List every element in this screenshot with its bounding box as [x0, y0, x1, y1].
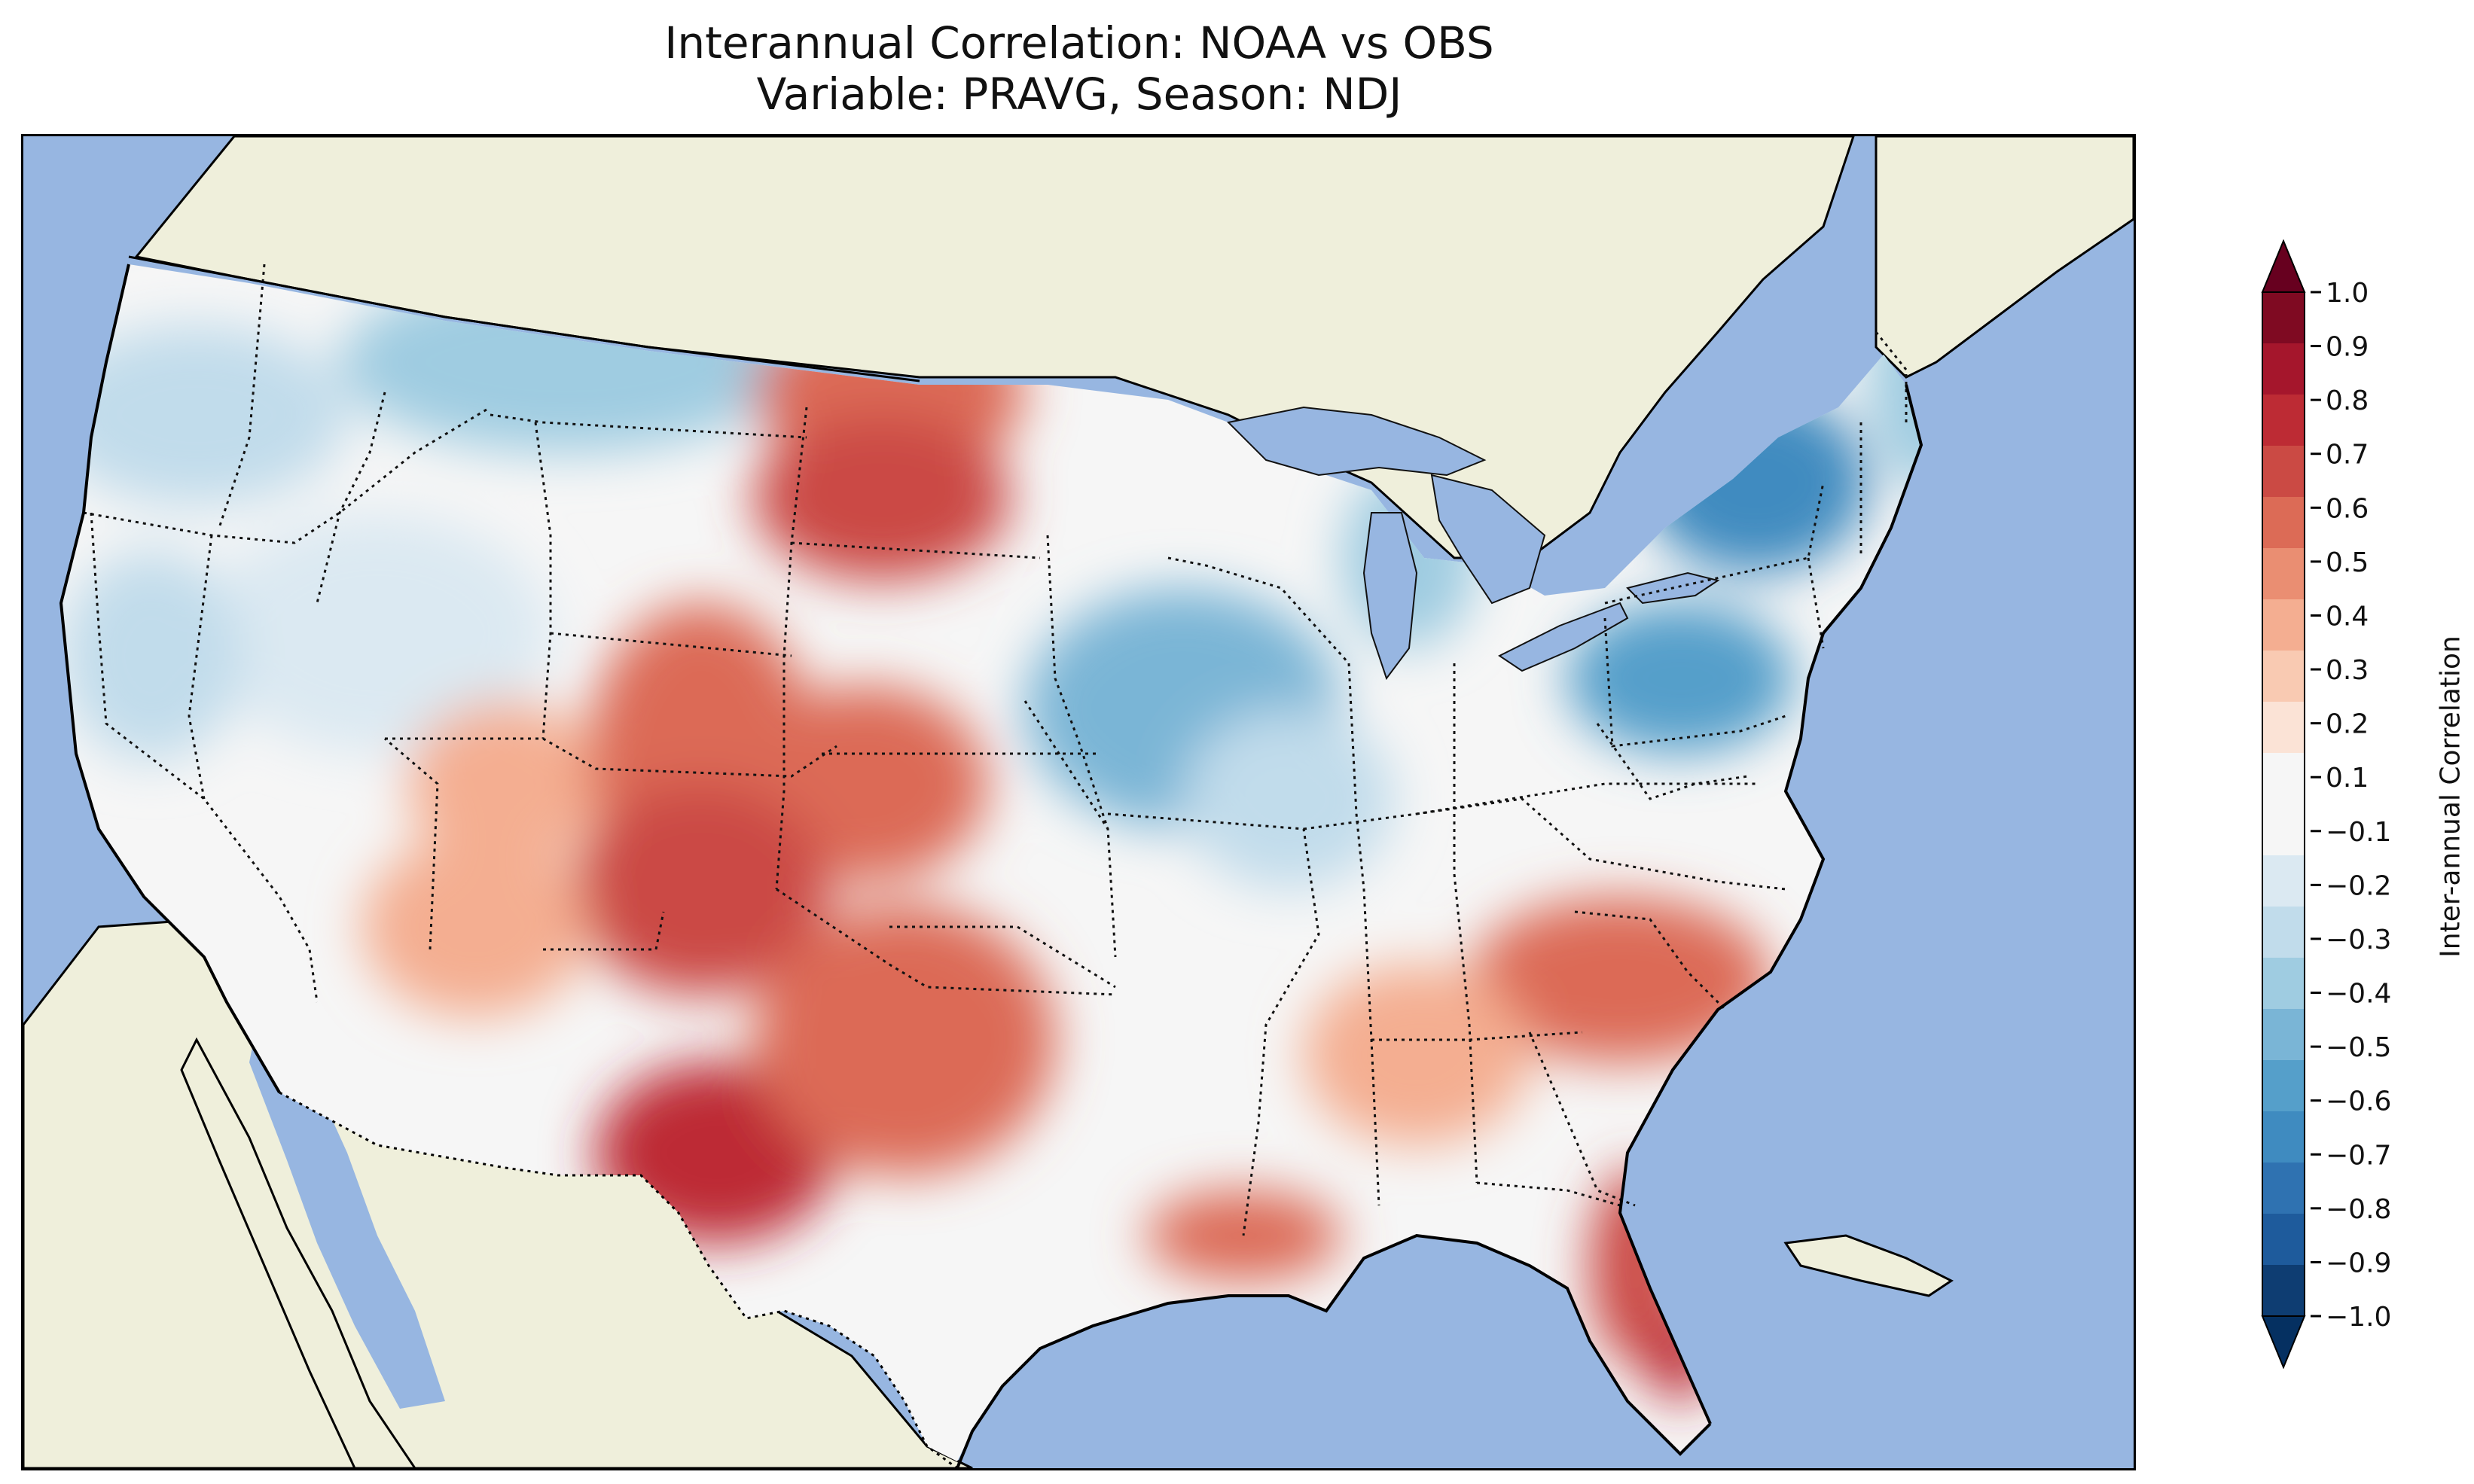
colorbar-band [2262, 1214, 2305, 1265]
correlation-region-northern-california [61, 550, 242, 761]
colorbar-band [2262, 1060, 2305, 1111]
colorbar-tick-label: 0.6 [2326, 493, 2369, 524]
colorbar-tick-label: −0.8 [2326, 1194, 2391, 1225]
map-panel[interactable] [21, 134, 2136, 1470]
colorbar [2261, 239, 2306, 1369]
colorbar-tick-label: 0.1 [2326, 763, 2369, 794]
colorbar-tick-label: −0.1 [2326, 817, 2391, 848]
colorbar-band [2262, 1111, 2305, 1163]
colorbar-band [2262, 395, 2305, 446]
colorbar-tick-label: −0.4 [2326, 979, 2391, 1010]
colorbar-band [2262, 599, 2305, 651]
colorbar-tick-label: 0.7 [2326, 440, 2369, 471]
colorbar-tick-label: −0.6 [2326, 1086, 2391, 1117]
colorbar-tick-label: 0.9 [2326, 332, 2369, 363]
colorbar-tick-label: −0.2 [2326, 870, 2391, 901]
lake-erie [1498, 602, 1629, 672]
colorbar-band [2262, 497, 2305, 548]
state-borders [83, 264, 1908, 1236]
correlation-region-utah [407, 701, 603, 867]
baja-peninsula [180, 1037, 416, 1468]
colorbar-label: Inter-annual Correlation [2435, 635, 2466, 958]
correlation-region-south-dakota [754, 415, 1010, 580]
lake-michigan [1362, 512, 1418, 681]
colorbar-band [2262, 753, 2305, 855]
map-svg [23, 136, 2134, 1468]
correlation-region-alabama-mississippi [1304, 964, 1530, 1145]
correlation-region-illinois-indiana [1183, 708, 1394, 889]
colorbar-tick-label: −0.3 [2326, 925, 2391, 955]
colorbar-tick-label: −0.7 [2326, 1140, 2391, 1171]
correlation-region-pacific-northwest [61, 325, 347, 505]
colorbar-ticks: 1.0 0.9 0.8 0.7 0.6 0.5 0.4 0.3 0.2 0.1 −0.1 −0.2 −0… [2311, 278, 2391, 1333]
colorbar-band [2262, 855, 2305, 907]
colorbar-tick-label: 1.0 [2326, 278, 2369, 309]
colorbar-tick-label: 0.8 [2326, 385, 2369, 416]
colorbar-band [2262, 907, 2305, 958]
maritimes-landmass [1875, 136, 2134, 379]
correlation-region-new-mexico [573, 784, 829, 995]
colorbar-band [2262, 651, 2305, 702]
colorbar-band [2262, 446, 2305, 497]
us-coastline [59, 264, 1923, 1468]
colorbar-band [2262, 958, 2305, 1009]
lake-superior [1226, 406, 1487, 477]
colorbar-tick-label: 0.3 [2326, 655, 2369, 686]
colorbar-band [2262, 292, 2305, 343]
correlation-region-pennsylvania [1567, 603, 1793, 754]
correlation-region-central-texas [754, 904, 1055, 1175]
colorbar-tick-label: 0.2 [2326, 709, 2369, 740]
chart-title-line-1: Interannual Correlation: NOAA vs OBS [664, 17, 1494, 69]
cuba-island [1783, 1234, 1954, 1297]
colorbar-tick-label: −0.9 [2326, 1248, 2391, 1278]
correlation-region-arizona [362, 836, 588, 1017]
colorbar-band [2262, 702, 2305, 753]
colorbar-band [2262, 343, 2305, 395]
canada-border [128, 255, 920, 382]
colorbar-band [2262, 548, 2305, 599]
colorbar-tick-label: 0.4 [2326, 601, 2369, 632]
mexico-border [279, 1091, 958, 1468]
colorbar-band [2262, 1009, 2305, 1060]
correlation-region-new-york [1643, 392, 1868, 573]
colorbar-band [2262, 1163, 2305, 1214]
correlation-region-carolinas-georgia [1469, 897, 1771, 1062]
lake-huron [1430, 474, 1546, 605]
colorbar-tick-label: −1.0 [2326, 1302, 2391, 1333]
colorbar-tick-label: 0.5 [2326, 547, 2369, 578]
chart-title-line-2: Variable: PRAVG, Season: NDJ [756, 69, 1402, 120]
colorbar-tick-label: −0.5 [2326, 1032, 2391, 1063]
correlation-region-great-basin [204, 513, 551, 754]
colorbar-band [2262, 1265, 2305, 1316]
